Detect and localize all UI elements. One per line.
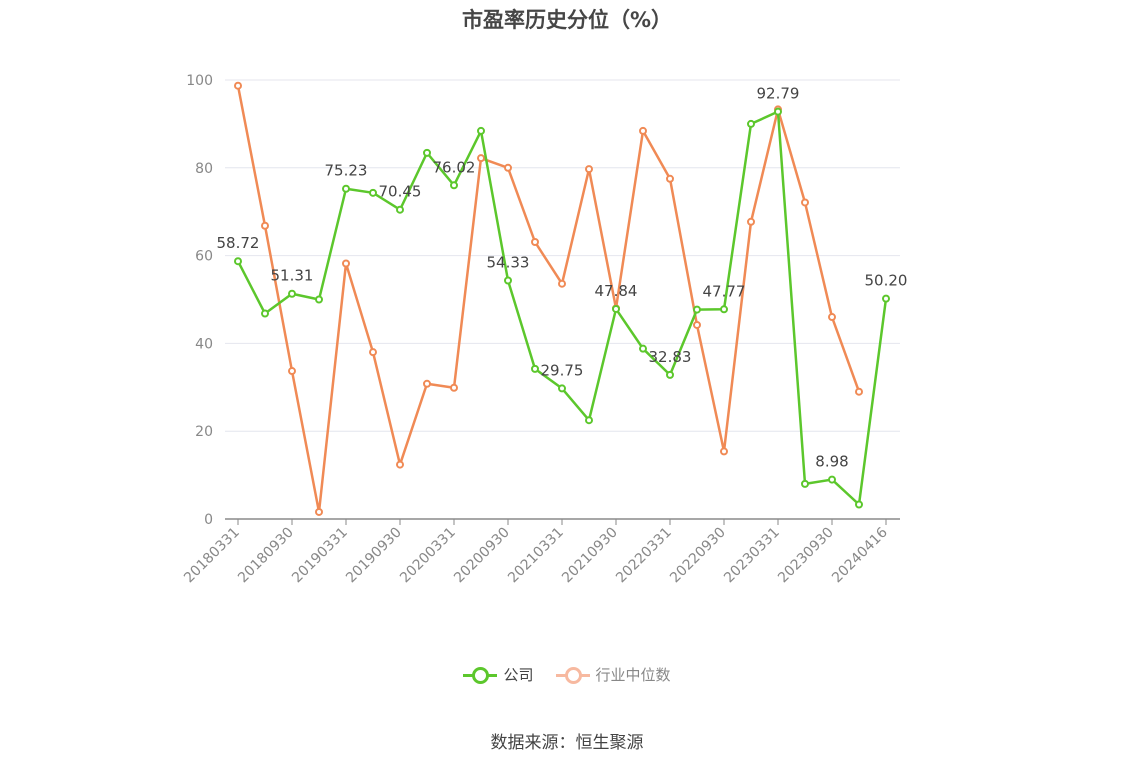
data-point (720, 447, 728, 456)
data-point (315, 507, 323, 516)
data-point (855, 500, 863, 509)
legend: 公司 行业中位数 (0, 664, 1134, 685)
legend-marker-industry-median (555, 666, 590, 684)
data-point (774, 107, 782, 116)
data-point (828, 475, 836, 484)
x-tick-label: 20200930 (451, 525, 513, 587)
data-point (423, 379, 431, 388)
y-tick-label: 100 (186, 73, 213, 89)
data-point (396, 205, 404, 214)
x-tick-label: 20230930 (775, 525, 837, 587)
data-point (747, 217, 755, 226)
data-label: 47.84 (595, 282, 638, 300)
data-point (450, 181, 458, 190)
data-point (423, 148, 431, 157)
data-point (342, 184, 350, 193)
x-tick-label: 20220930 (667, 525, 729, 587)
line-chart: 0 20 40 60 80 100 2018033120180930201903312019… (181, 73, 908, 587)
data-label: 76.02 (433, 158, 476, 176)
data-point (828, 313, 836, 322)
x-tick-label: 20220331 (613, 525, 675, 587)
data-point (855, 387, 863, 396)
data-point (531, 237, 539, 246)
data-point (477, 154, 485, 163)
data-point (288, 367, 296, 376)
chart-title: 市盈率历史分位（%） (461, 8, 673, 32)
legend-marker-company (463, 666, 498, 684)
data-label: 47.77 (703, 282, 746, 300)
y-tick-label: 80 (195, 161, 213, 177)
y-tick-label: 60 (195, 249, 213, 265)
data-point (693, 320, 701, 329)
data-point (504, 163, 512, 172)
data-point (504, 276, 512, 285)
y-tick-label: 40 (195, 336, 213, 352)
data-label: 92.79 (757, 85, 800, 103)
data-point (315, 295, 323, 304)
data-label: 51.31 (271, 267, 314, 285)
x-tick-label: 20180930 (235, 525, 297, 587)
y-tick-label: 0 (204, 512, 213, 528)
data-point (261, 221, 269, 230)
data-point (747, 119, 755, 128)
data-label: 32.83 (649, 348, 692, 366)
x-tick-label: 20230331 (721, 525, 783, 587)
legend-item-industry-median[interactable]: 行业中位数 (555, 664, 671, 685)
x-tick-label: 20180331 (181, 525, 243, 587)
legend-label-company: 公司 (503, 666, 534, 684)
data-point (585, 165, 593, 174)
data-point (369, 348, 377, 357)
x-tick-label: 20200331 (397, 525, 459, 587)
data-point (288, 289, 296, 298)
data-point (558, 279, 566, 288)
data-point (639, 344, 647, 353)
data-point (666, 370, 674, 379)
data-point (531, 364, 539, 373)
data-point (477, 126, 485, 135)
data-point (369, 188, 377, 197)
data-point (585, 416, 593, 425)
data-label: 54.33 (487, 253, 530, 271)
x-tick-label: 20190331 (289, 525, 351, 587)
data-label: 75.23 (325, 162, 368, 180)
x-tick-label: 20210331 (505, 525, 567, 587)
data-point (450, 383, 458, 392)
series-line-industry-median (236, 85, 861, 514)
y-tick-label: 20 (195, 424, 213, 440)
x-tick-label: 20240416 (829, 524, 891, 586)
legend-item-company[interactable]: 公司 (463, 664, 534, 685)
legend-label-industry-median: 行业中位数 (595, 666, 671, 684)
x-tick-label: 20210930 (559, 525, 621, 587)
data-point (261, 309, 269, 318)
data-point (666, 174, 674, 183)
source-note: 数据来源：恒生聚源 (490, 733, 644, 753)
data-point (720, 305, 728, 314)
data-label: 8.98 (815, 453, 848, 471)
x-tick-label: 20190930 (343, 525, 405, 587)
data-point (801, 198, 809, 207)
data-point (801, 479, 809, 488)
data-point (882, 294, 890, 303)
data-point (612, 304, 620, 313)
data-point (639, 126, 647, 135)
data-point (234, 81, 242, 90)
data-point (342, 259, 350, 268)
data-label: 70.45 (379, 183, 422, 201)
data-point (396, 460, 404, 469)
data-label: 29.75 (541, 361, 584, 379)
data-point (234, 257, 242, 266)
data-point (558, 384, 566, 393)
data-label: 50.20 (865, 272, 908, 290)
data-label: 58.72 (217, 234, 260, 252)
data-point (693, 305, 701, 314)
